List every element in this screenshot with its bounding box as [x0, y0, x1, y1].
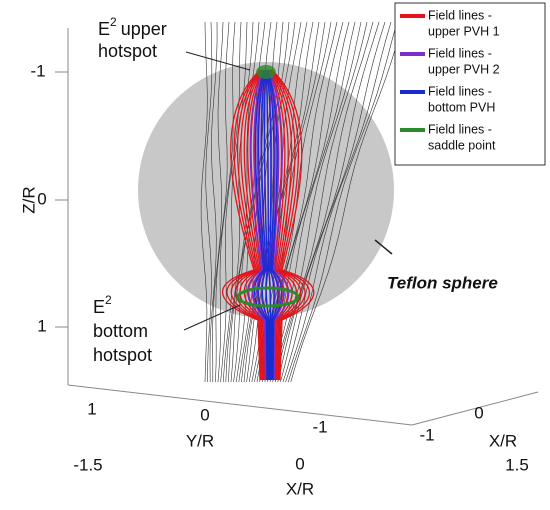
legend-label: bottom PVH	[428, 100, 495, 114]
field-line	[266, 69, 279, 381]
tick-label: -1.5	[73, 455, 102, 474]
axis-label: X/R	[286, 479, 314, 498]
annotation: hotspot	[98, 41, 157, 61]
streamline	[280, 21, 380, 383]
leader-line	[185, 51, 251, 71]
legend-box	[394, 2, 546, 166]
streamline	[217, 21, 236, 383]
annotation: bottom	[93, 321, 148, 341]
streamline	[220, 21, 242, 383]
streamline	[285, 21, 392, 383]
field-line	[271, 69, 315, 381]
streamline	[282, 21, 386, 383]
field-line	[269, 69, 302, 381]
field-line	[226, 69, 262, 381]
axis-label: X/R	[489, 431, 517, 450]
field-line	[221, 69, 261, 381]
streamline	[272, 21, 362, 383]
streamline	[205, 21, 213, 383]
legend-label: upper PVH 1	[428, 24, 500, 38]
field-line	[261, 69, 270, 381]
streamline	[287, 21, 398, 383]
field-line	[266, 69, 275, 381]
tick-label: 1.5	[505, 455, 529, 474]
streamline	[269, 21, 356, 383]
legend-label: saddle point	[428, 138, 496, 152]
field-line	[254, 69, 268, 381]
leader-line	[374, 239, 393, 255]
tick-label: 0	[200, 405, 209, 424]
field-line	[256, 69, 269, 381]
tick-label: 1	[87, 399, 96, 418]
streamline	[209, 21, 218, 383]
annotation: E2	[93, 293, 112, 317]
field-line	[257, 69, 269, 381]
annotation: E2 upper	[98, 15, 167, 39]
tick-label: 0	[474, 403, 483, 422]
hotspot	[236, 286, 300, 308]
streamline	[212, 21, 224, 382]
legend-label: Field lines -	[428, 122, 492, 136]
sphere-label: Teflon sphere	[387, 273, 498, 292]
field-line	[265, 69, 272, 381]
field-line	[270, 69, 311, 381]
axis-label: Y/R	[186, 431, 214, 450]
legend-label: upper PVH 2	[428, 62, 500, 76]
field-line	[269, 69, 297, 381]
axes-frame	[55, 28, 539, 426]
tick-label: 0	[295, 454, 304, 473]
field-lines	[221, 65, 315, 381]
legend: Field lines - upper PVH 1 Field lines - upp…	[400, 8, 500, 152]
streamline	[290, 21, 404, 383]
field-line	[235, 69, 264, 381]
legend-label: Field lines -	[428, 8, 492, 22]
field-line	[266, 69, 281, 381]
teflon-sphere	[138, 62, 394, 318]
field-line	[267, 69, 283, 381]
streamline	[274, 21, 368, 383]
leader-line	[183, 304, 241, 331]
streamline	[215, 21, 230, 383]
tick-label: -1	[419, 425, 434, 444]
tick-label: -1	[312, 417, 327, 436]
tick-label: -1	[30, 61, 45, 80]
hotspot	[256, 65, 276, 79]
legend-label: Field lines -	[428, 84, 492, 98]
annotation: hotspot	[93, 345, 152, 365]
tick-label: 0	[37, 189, 46, 208]
field-line	[239, 69, 265, 381]
field-line	[264, 69, 271, 381]
tick-label: 1	[37, 316, 46, 335]
streamline	[222, 21, 248, 383]
streamline	[200, 21, 208, 383]
legend-label: Field lines -	[428, 46, 492, 60]
axis-label: Z/R	[19, 186, 38, 213]
streamline	[277, 21, 374, 383]
field-line	[270, 69, 306, 381]
